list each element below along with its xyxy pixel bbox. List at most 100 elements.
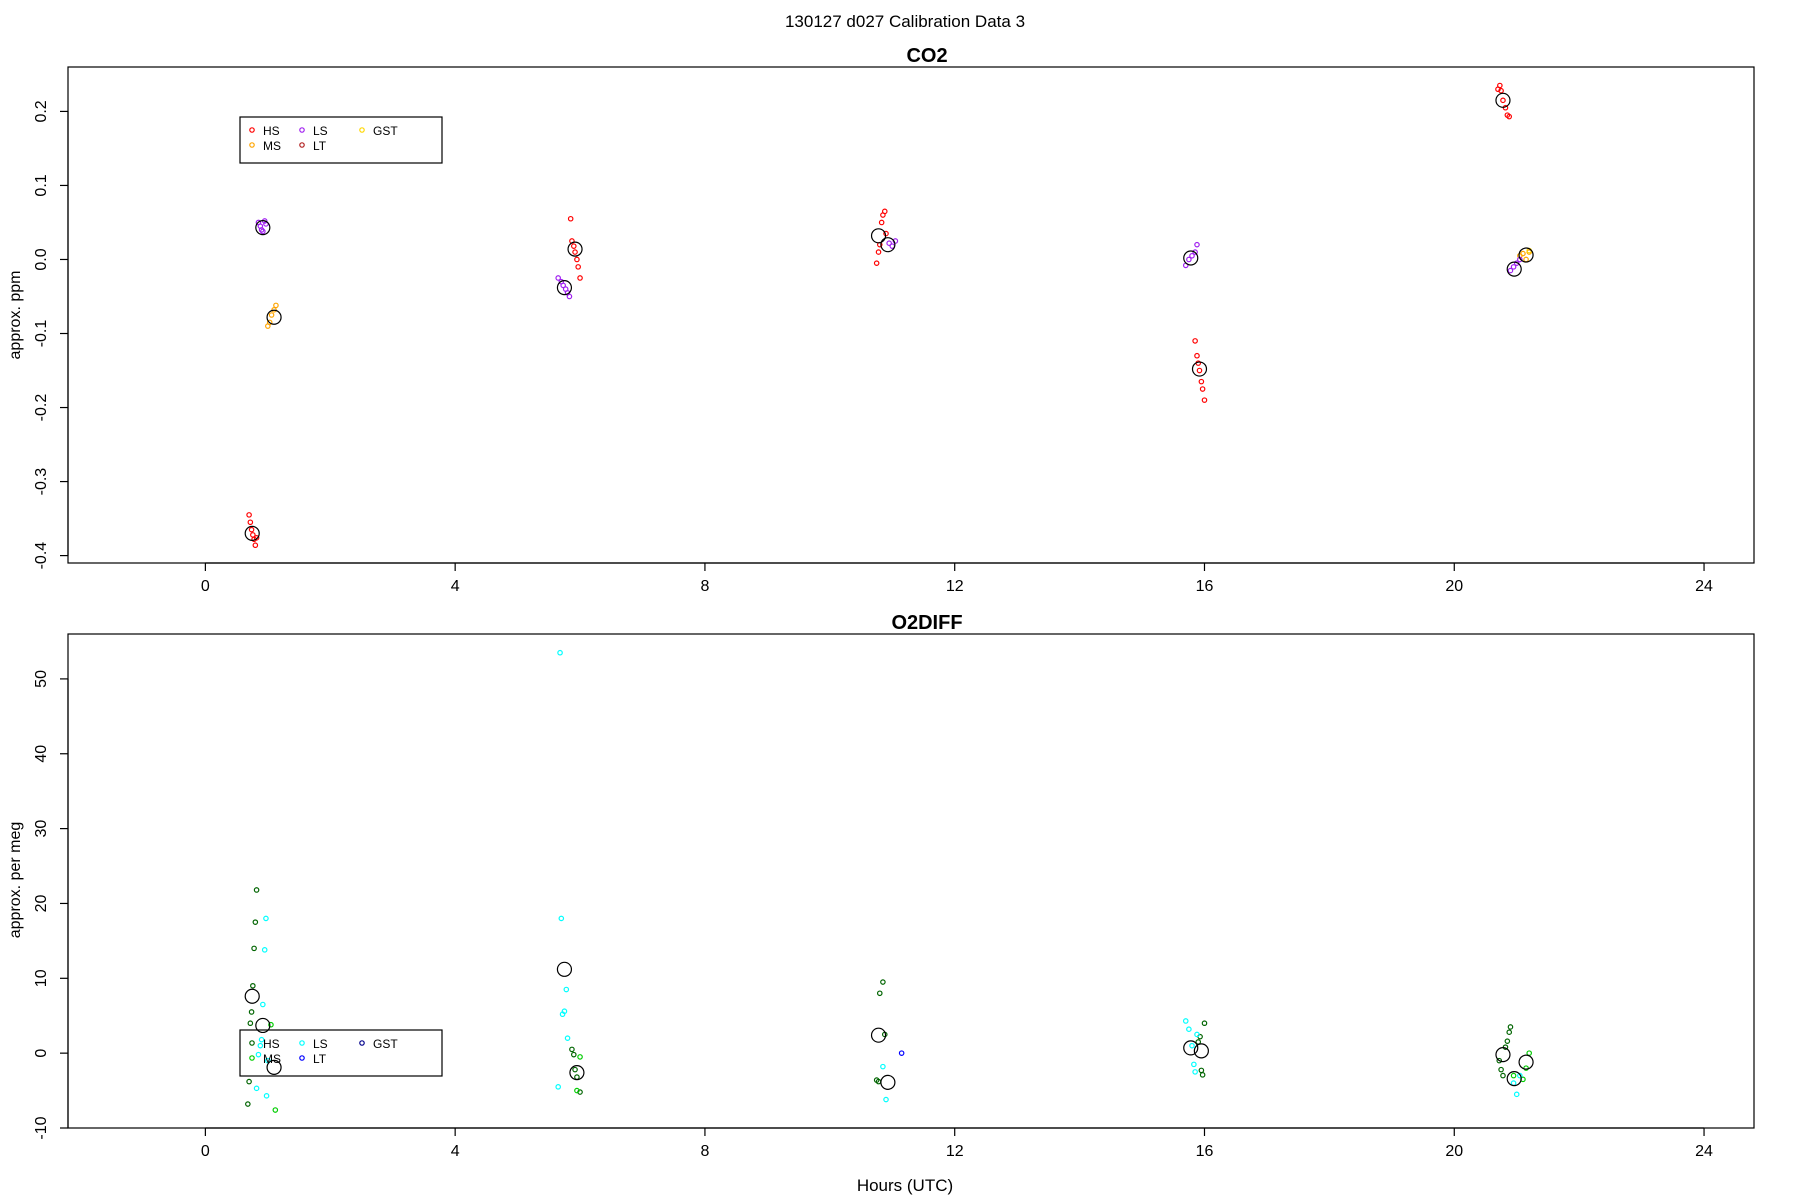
co2-mean-marker-0 [244, 525, 260, 541]
co2-x-tick-label-1: 4 [451, 578, 460, 595]
o2diff-point-hs-23 [1496, 1057, 1503, 1064]
co2-data-points [246, 82, 1533, 549]
o2diff-mean-marker-3 [556, 961, 573, 977]
o2diff-legend-label-gst: GST [373, 1037, 398, 1051]
co2-legend-box [239, 116, 443, 164]
o2diff-point-ls-16 [880, 1063, 886, 1070]
o2diff-y-tick-label-5: 40 [33, 745, 50, 763]
o2diff-legend-label-lt: LT [313, 1052, 327, 1066]
co2-mean-marker-6 [880, 237, 896, 253]
co2-point-hs-5 [252, 542, 259, 549]
co2-legend-symbol-lt [299, 142, 305, 148]
co2-point-hs-6 [253, 535, 260, 541]
o2diff-legend-symbol-lt [299, 1055, 305, 1061]
o2diff-y-axis: -10 0 10 20 30 40 50 [33, 670, 69, 1140]
co2-point-hs-25 [1198, 378, 1205, 385]
o2diff-y-tick-label-4: 30 [33, 820, 50, 838]
figure-title: 130127 d027 Calibration Data 3 [785, 12, 1025, 31]
co2-point-hs-34 [1506, 113, 1513, 120]
co2-x-tick-label-0: 0 [201, 578, 210, 595]
o2diff-point-ls-18 [1182, 1018, 1189, 1024]
o2diff-point-hs-16 [880, 979, 886, 985]
o2diff-point-ls-17 [883, 1096, 889, 1103]
co2-point-ls-6 [555, 275, 561, 281]
co2-point-ls-18 [1192, 249, 1198, 255]
co2-point-ls-21 [1510, 264, 1517, 270]
o2diff-point-ls-6 [265, 1057, 271, 1064]
co2-legend-label-lt: LT [313, 139, 327, 153]
o2diff-point-ls-26 [1517, 1072, 1523, 1079]
co2-point-ls-8 [560, 282, 566, 289]
co2-x-axis: 0 4 8 12 16 20 24 [201, 562, 1713, 595]
o2diff-point-ls-2 [258, 1036, 265, 1043]
o2diff-point-hs-27 [1504, 1038, 1511, 1044]
o2diff-point-hs-25 [1500, 1072, 1506, 1079]
o2diff-point-hs-29 [1507, 1024, 1514, 1030]
co2-y-axis-label: approx. ppm [7, 271, 24, 360]
co2-mean-marker-5 [870, 228, 887, 244]
o2diff-point-hs-7 [253, 887, 260, 893]
o2diff-data-points [245, 649, 1533, 1113]
co2-point-hs-2 [248, 526, 255, 533]
co2-point-hs-9 [570, 243, 577, 249]
o2diff-point-ls-7 [253, 1085, 260, 1092]
o2diff-point-ls-19 [1186, 1026, 1192, 1033]
o2diff-point-hs-20 [1198, 1067, 1205, 1074]
o2diff-point-ls-21 [1191, 1061, 1197, 1068]
o2diff-y-tick-label-0: -10 [33, 1116, 50, 1139]
co2-x-tick-label-3: 12 [946, 578, 964, 595]
o2diff-point-hs-1 [246, 1078, 252, 1085]
o2diff-point-ls-4 [261, 947, 268, 953]
co2-y-axis: -0.4 -0.3 -0.2 -0.1 0.0 0.1 0.2 [33, 100, 69, 570]
o2diff-point-ms-1 [272, 1107, 279, 1113]
o2diff-point-ms-0 [268, 1021, 274, 1028]
co2-point-hs-14 [873, 260, 880, 266]
co2-point-ms-6 [1520, 250, 1526, 257]
o2diff-legend-label-ms: MS [263, 1052, 281, 1066]
co2-mean-marker-11 [1518, 247, 1534, 263]
co2-point-ms-7 [1523, 256, 1529, 263]
o2diff-panel: O2DIFF approx. per meg Hours (UTC) 0 4 8 12… [7, 612, 1755, 1195]
o2diff-point-ls-15 [557, 649, 563, 656]
o2diff-legend-symbol-hs [249, 1040, 255, 1046]
o2diff-y-axis-label: approx. per meg [7, 822, 24, 939]
co2-legend-label-ls: LS [313, 124, 328, 138]
o2diff-point-hs-5 [251, 945, 257, 952]
o2diff-point-ls-5 [263, 915, 269, 922]
o2diff-x-axis: 0 4 8 12 16 20 24 [201, 1127, 1713, 1160]
co2-point-ls-11 [566, 293, 573, 300]
co2-point-ls-17 [1189, 252, 1195, 259]
co2-legend-label-hs: HS [263, 124, 280, 138]
o2diff-point-hs-8 [569, 1046, 575, 1053]
co2-y-tick-label-4: 0.0 [33, 248, 50, 270]
o2diff-point-hs-21 [1199, 1072, 1206, 1078]
o2diff-mean-marker-1 [255, 1017, 271, 1034]
o2diff-point-ls-8 [263, 1093, 270, 1099]
co2-mean-marker-10 [1506, 261, 1522, 277]
o2diff-legend-box [239, 1029, 443, 1077]
o2diff-x-tick-label-4: 16 [1196, 1143, 1214, 1160]
o2diff-legend-symbol-gst [359, 1040, 365, 1046]
co2-y-tick-label-0: -0.4 [33, 542, 50, 570]
o2diff-legend-symbol-ls [299, 1040, 305, 1046]
o2diff-mean-marker-0 [244, 988, 260, 1004]
co2-point-ms-2 [268, 312, 275, 318]
o2diff-point-hs-28 [1506, 1029, 1513, 1035]
o2diff-point-ls-3 [260, 1001, 266, 1008]
co2-legend-label-ms: MS [263, 139, 281, 153]
o2diff-x-tick-label-6: 24 [1695, 1143, 1713, 1160]
co2-y-tick-label-5: 0.1 [33, 174, 50, 196]
co2-legend-symbol-gst [359, 127, 365, 133]
o2diff-point-ls-0 [255, 1051, 262, 1058]
o2diff-x-tick-label-1: 4 [451, 1143, 460, 1160]
o2diff-point-ls-22 [1192, 1069, 1198, 1075]
o2diff-point-ls-23 [1194, 1031, 1200, 1038]
o2diff-mean-marker-4 [569, 1065, 585, 1081]
co2-mean-marker-7 [1183, 250, 1199, 266]
co2-point-ls-16 [1186, 256, 1192, 263]
co2-legend-symbol-ls [299, 127, 305, 133]
o2diff-point-hs-9 [570, 1051, 577, 1058]
o2diff-y-tick-label-2: 10 [33, 969, 50, 987]
co2-y-tick-label-2: -0.2 [33, 394, 50, 422]
